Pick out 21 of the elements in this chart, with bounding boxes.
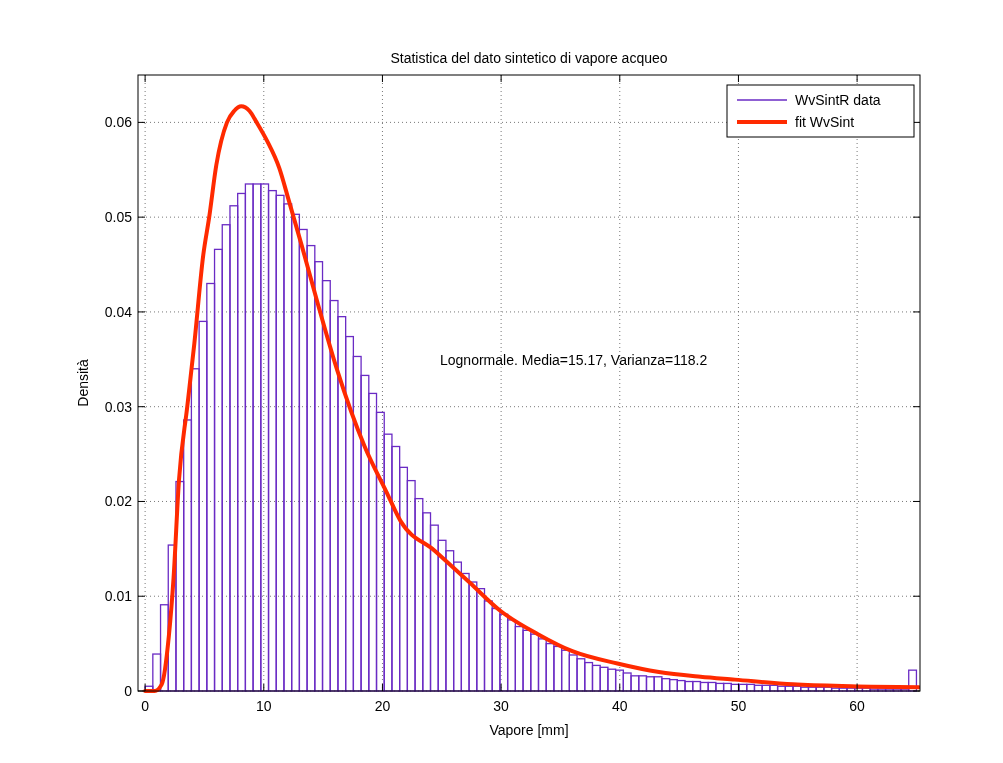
x-tick-label: 40 — [611, 698, 628, 714]
legend-label: WvSintR data — [795, 92, 881, 108]
y-tick-label: 0.05 — [104, 209, 133, 226]
y-tick-label: 0.01 — [104, 588, 133, 605]
x-tick-label: 10 — [256, 698, 272, 714]
x-tick-label: 0 — [141, 698, 150, 714]
y-tick-label: 0.04 — [104, 303, 133, 320]
y-axis-title: Densità — [75, 359, 91, 407]
line-series — [143, 104, 920, 693]
chart-title: Statistica del dato sintetico di vapore acqueo — [390, 50, 668, 66]
x-tick-label: 60 — [849, 698, 866, 714]
x-tick-label: 50 — [730, 698, 747, 714]
x-tick-label: 20 — [374, 698, 391, 714]
y-tick-label: 0.03 — [104, 398, 133, 415]
y-tick-label: 0 — [124, 683, 133, 699]
annotation: Lognormale. Media=15.17, Varianza=118.2 — [440, 352, 708, 368]
x-tick-label: 30 — [493, 698, 510, 714]
y-tick-label: 0.02 — [104, 493, 133, 510]
y-tick-label: 0.06 — [104, 114, 133, 131]
x-axis-title: Vapore [mm] — [489, 722, 569, 738]
legend-label: fit WvSint — [795, 114, 855, 130]
